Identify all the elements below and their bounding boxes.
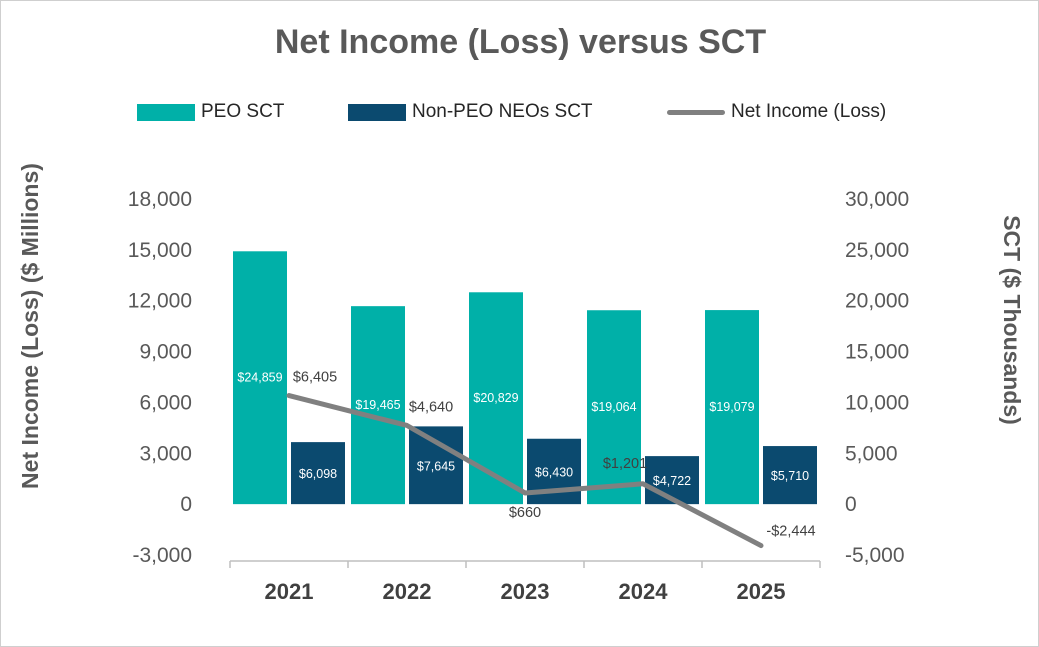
- data-label-net-income: $1,201: [603, 456, 647, 472]
- category-label: 2021: [265, 579, 314, 604]
- data-label-net-income: $6,405: [293, 370, 337, 386]
- right-axis-tick-label: 15,000: [845, 341, 909, 364]
- category-label: 2024: [619, 579, 669, 604]
- left-axis-tick-label: 18,000: [128, 188, 192, 211]
- left-axis-tick-label: 12,000: [128, 290, 192, 313]
- right-axis-tick-label: 0: [845, 493, 857, 516]
- data-label-net-income: $4,640: [409, 399, 453, 415]
- data-label-peo-sct: $19,465: [355, 398, 400, 412]
- bar-peo-sct: [587, 310, 641, 505]
- bar-peo-sct: [351, 306, 405, 505]
- legend-swatch-non-peo-sct: [348, 103, 406, 121]
- chart-legend: PEO SCT Non-PEO NEOs SCT Net Income (Los…: [1, 99, 1039, 125]
- bar-non-peo-sct: [291, 442, 345, 505]
- right-axis-tick-label: 30,000: [845, 188, 909, 211]
- data-label-non-peo-sct: $6,098: [299, 467, 337, 481]
- data-label-peo-sct: $24,859: [237, 371, 282, 385]
- left-axis-tick-label: 15,000: [128, 239, 192, 262]
- category-label: 2025: [737, 579, 786, 604]
- right-axis-tick-label: -5,000: [845, 544, 905, 567]
- data-label-peo-sct: $19,064: [591, 400, 636, 414]
- category-label: 2022: [383, 579, 432, 604]
- net-income-line: [286, 393, 764, 549]
- legend-item-non-peo-sct: Non-PEO NEOs SCT: [348, 99, 593, 125]
- bar-peo-sct: [705, 310, 759, 505]
- legend-item-net-income: Net Income (Loss): [667, 99, 886, 125]
- legend-label-non-peo-sct: Non-PEO NEOs SCT: [412, 101, 593, 122]
- right-axis-tick-label: 10,000: [845, 391, 909, 414]
- left-axis-tick-label: -3,000: [132, 544, 192, 567]
- right-axis-title: SCT ($ Thousands): [999, 215, 1025, 425]
- bar-non-peo-sct: [645, 456, 699, 505]
- data-label-non-peo-sct: $4,722: [653, 474, 691, 488]
- category-label: 2023: [501, 579, 550, 604]
- data-label-non-peo-sct: $5,710: [771, 469, 809, 483]
- legend-label-net-income: Net Income (Loss): [731, 101, 887, 122]
- left-axis-tick-label: 9,000: [139, 341, 192, 364]
- chart-title: Net Income (Loss) versus SCT: [274, 23, 767, 61]
- legend-swatch-net-income: [667, 109, 725, 115]
- bar-non-peo-sct: [763, 446, 817, 505]
- data-label-peo-sct: $19,079: [709, 400, 754, 414]
- data-label-non-peo-sct: $7,645: [417, 459, 455, 473]
- right-axis-tick-label: 25,000: [845, 239, 909, 262]
- right-axis-tick-label: 20,000: [845, 290, 909, 313]
- data-label-net-income: -$2,444: [766, 524, 815, 540]
- right-axis-tick-label: 5,000: [845, 442, 898, 465]
- left-axis-tick-label: 6,000: [139, 391, 192, 414]
- legend-label-peo-sct: PEO SCT: [201, 101, 285, 122]
- left-axis-title: Net Income (Loss) ($ Millions): [17, 163, 43, 489]
- data-label-peo-sct: $20,829: [473, 391, 518, 405]
- left-axis-tick-label: 3,000: [139, 442, 192, 465]
- data-label-net-income: $660: [509, 505, 541, 521]
- data-label-non-peo-sct: $6,430: [535, 465, 573, 479]
- left-axis-tick-label: 0: [180, 493, 192, 516]
- legend-item-peo-sct: PEO SCT: [137, 99, 284, 125]
- legend-swatch-peo-sct: [137, 103, 195, 121]
- bar-peo-sct: [233, 251, 287, 505]
